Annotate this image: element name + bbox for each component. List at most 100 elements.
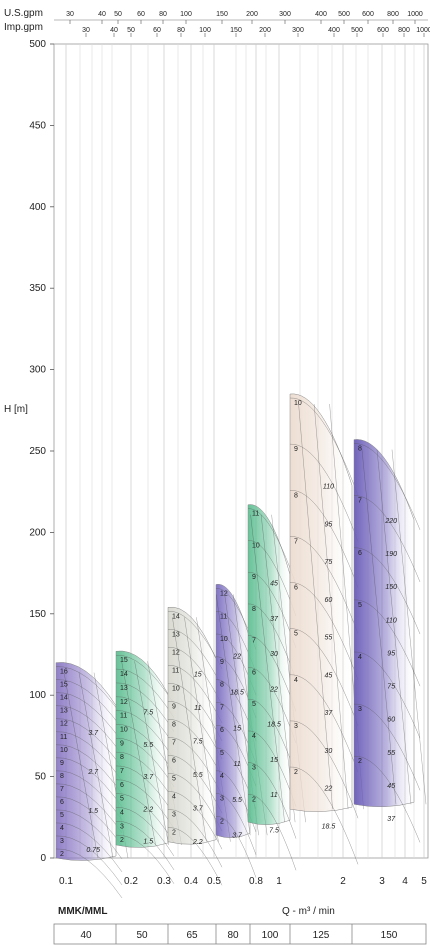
power-label: 3.7 bbox=[143, 774, 154, 781]
stage-label: 8 bbox=[60, 773, 64, 780]
stage-label: 7 bbox=[220, 704, 224, 711]
stage-label: 12 bbox=[60, 721, 68, 728]
stage-label: 13 bbox=[60, 708, 68, 715]
efficiency-line bbox=[63, 672, 99, 859]
stage-curve bbox=[353, 755, 421, 843]
power-label: 22 bbox=[232, 654, 241, 661]
power-label: 7.5 bbox=[193, 739, 203, 746]
series-band-125 bbox=[289, 393, 353, 812]
stage-curve bbox=[353, 547, 421, 635]
power-label: 3.7 bbox=[232, 833, 243, 840]
stage-label: 6 bbox=[358, 550, 362, 557]
efficiency-line bbox=[134, 661, 169, 846]
stage-label: 8 bbox=[252, 606, 256, 613]
power-label: 3.7 bbox=[88, 730, 99, 737]
imp-gpm-tick-label: 150 bbox=[230, 27, 242, 34]
stage-label: 15 bbox=[120, 657, 128, 664]
stage-label: 6 bbox=[60, 799, 64, 806]
stage-label: 6 bbox=[294, 585, 298, 592]
us-gpm-tick-label: 400 bbox=[315, 11, 327, 18]
stage-label: 14 bbox=[172, 613, 180, 620]
stage-label: 7 bbox=[358, 498, 362, 505]
power-label: 2.2 bbox=[192, 839, 203, 846]
power-label: 18.5 bbox=[230, 689, 244, 696]
stage-curve bbox=[115, 724, 175, 774]
model-table-cell: 80 bbox=[227, 930, 239, 941]
stage-label: 13 bbox=[120, 685, 128, 692]
series-band-50 bbox=[115, 650, 169, 848]
stage-curve bbox=[353, 651, 421, 739]
stage-label: 4 bbox=[172, 794, 176, 801]
power-label: 3.7 bbox=[193, 806, 204, 813]
stage-label: 3 bbox=[358, 706, 362, 713]
model-table-cell: 40 bbox=[80, 930, 92, 941]
stage-label: 6 bbox=[220, 727, 224, 734]
stage-label: 9 bbox=[60, 760, 64, 767]
power-label: 30 bbox=[325, 748, 333, 755]
power-label: 22 bbox=[269, 686, 278, 693]
stage-curve bbox=[55, 770, 123, 820]
stage-label: 4 bbox=[120, 809, 124, 816]
stage-label: 2 bbox=[358, 758, 362, 765]
stage-curve bbox=[289, 397, 359, 496]
us-gpm-tick-label: 1000 bbox=[407, 11, 423, 18]
stage-label: 7 bbox=[120, 768, 124, 775]
us-gpm-tick-label: 150 bbox=[216, 11, 228, 18]
model-table bbox=[53, 923, 427, 945]
x-tick-label: 2 bbox=[340, 876, 346, 887]
stage-curve bbox=[55, 809, 123, 860]
stage-curve bbox=[247, 762, 297, 839]
x-tick-label: 0.8 bbox=[249, 876, 263, 887]
y-tick-label: 450 bbox=[29, 120, 46, 131]
efficiency-line bbox=[184, 617, 219, 842]
power-label: 7.5 bbox=[269, 827, 279, 834]
power-label: 2.2 bbox=[142, 806, 153, 813]
power-label: 5.5 bbox=[232, 797, 242, 804]
stage-label: 3 bbox=[252, 765, 256, 772]
stage-curve bbox=[115, 738, 175, 788]
stage-curve bbox=[115, 654, 175, 704]
stage-label: 2 bbox=[120, 837, 124, 844]
power-label: 55 bbox=[325, 635, 333, 642]
stage-curve bbox=[115, 710, 175, 760]
stage-curve bbox=[289, 536, 359, 634]
stage-label: 9 bbox=[120, 740, 124, 747]
stage-label: 3 bbox=[294, 723, 298, 730]
power-label: 95 bbox=[325, 521, 333, 528]
us-gpm-tick-label: 40 bbox=[98, 11, 106, 18]
imp-gpm-tick-label: 40 bbox=[110, 27, 118, 34]
power-label: 60 bbox=[325, 597, 333, 604]
y-tick-label: 50 bbox=[35, 772, 47, 783]
us-gpm-tick-label: 80 bbox=[159, 11, 167, 18]
stage-label: 9 bbox=[294, 446, 298, 453]
y-tick-label: 400 bbox=[29, 202, 46, 213]
power-label: 37 bbox=[270, 616, 279, 623]
us-gpm-tick-label: 200 bbox=[246, 11, 258, 18]
stage-label: 10 bbox=[120, 726, 128, 733]
stage-curve bbox=[115, 765, 175, 815]
stage-label: 10 bbox=[60, 747, 68, 754]
stage-label: 8 bbox=[220, 682, 224, 689]
efficiency-line bbox=[298, 403, 333, 810]
power-label: 0.75 bbox=[86, 847, 100, 854]
stage-label: 16 bbox=[60, 669, 68, 676]
stage-label: 7 bbox=[294, 538, 298, 545]
stage-curve bbox=[55, 718, 123, 768]
power-label: 37 bbox=[325, 710, 334, 717]
stage-label: 3 bbox=[120, 823, 124, 830]
us-gpm-tick-label: 300 bbox=[279, 11, 291, 18]
x-tick-label: 0.5 bbox=[207, 876, 221, 887]
stage-label: 2 bbox=[294, 769, 298, 776]
stage-curve bbox=[353, 703, 421, 791]
model-table-cell: 50 bbox=[136, 930, 148, 941]
y-tick-label: 250 bbox=[29, 446, 46, 457]
power-label: 75 bbox=[387, 684, 395, 691]
power-label: 18.5 bbox=[322, 823, 336, 830]
y-tick-label: 350 bbox=[29, 283, 46, 294]
x-tick-label: 0.1 bbox=[59, 876, 73, 887]
imp-gpm-tick-label: 60 bbox=[153, 27, 161, 34]
us-gpm-tick-label: 60 bbox=[137, 11, 145, 18]
stage-label: 3 bbox=[60, 838, 64, 845]
stage-label: 2 bbox=[60, 851, 64, 858]
stage-curve bbox=[167, 791, 223, 850]
